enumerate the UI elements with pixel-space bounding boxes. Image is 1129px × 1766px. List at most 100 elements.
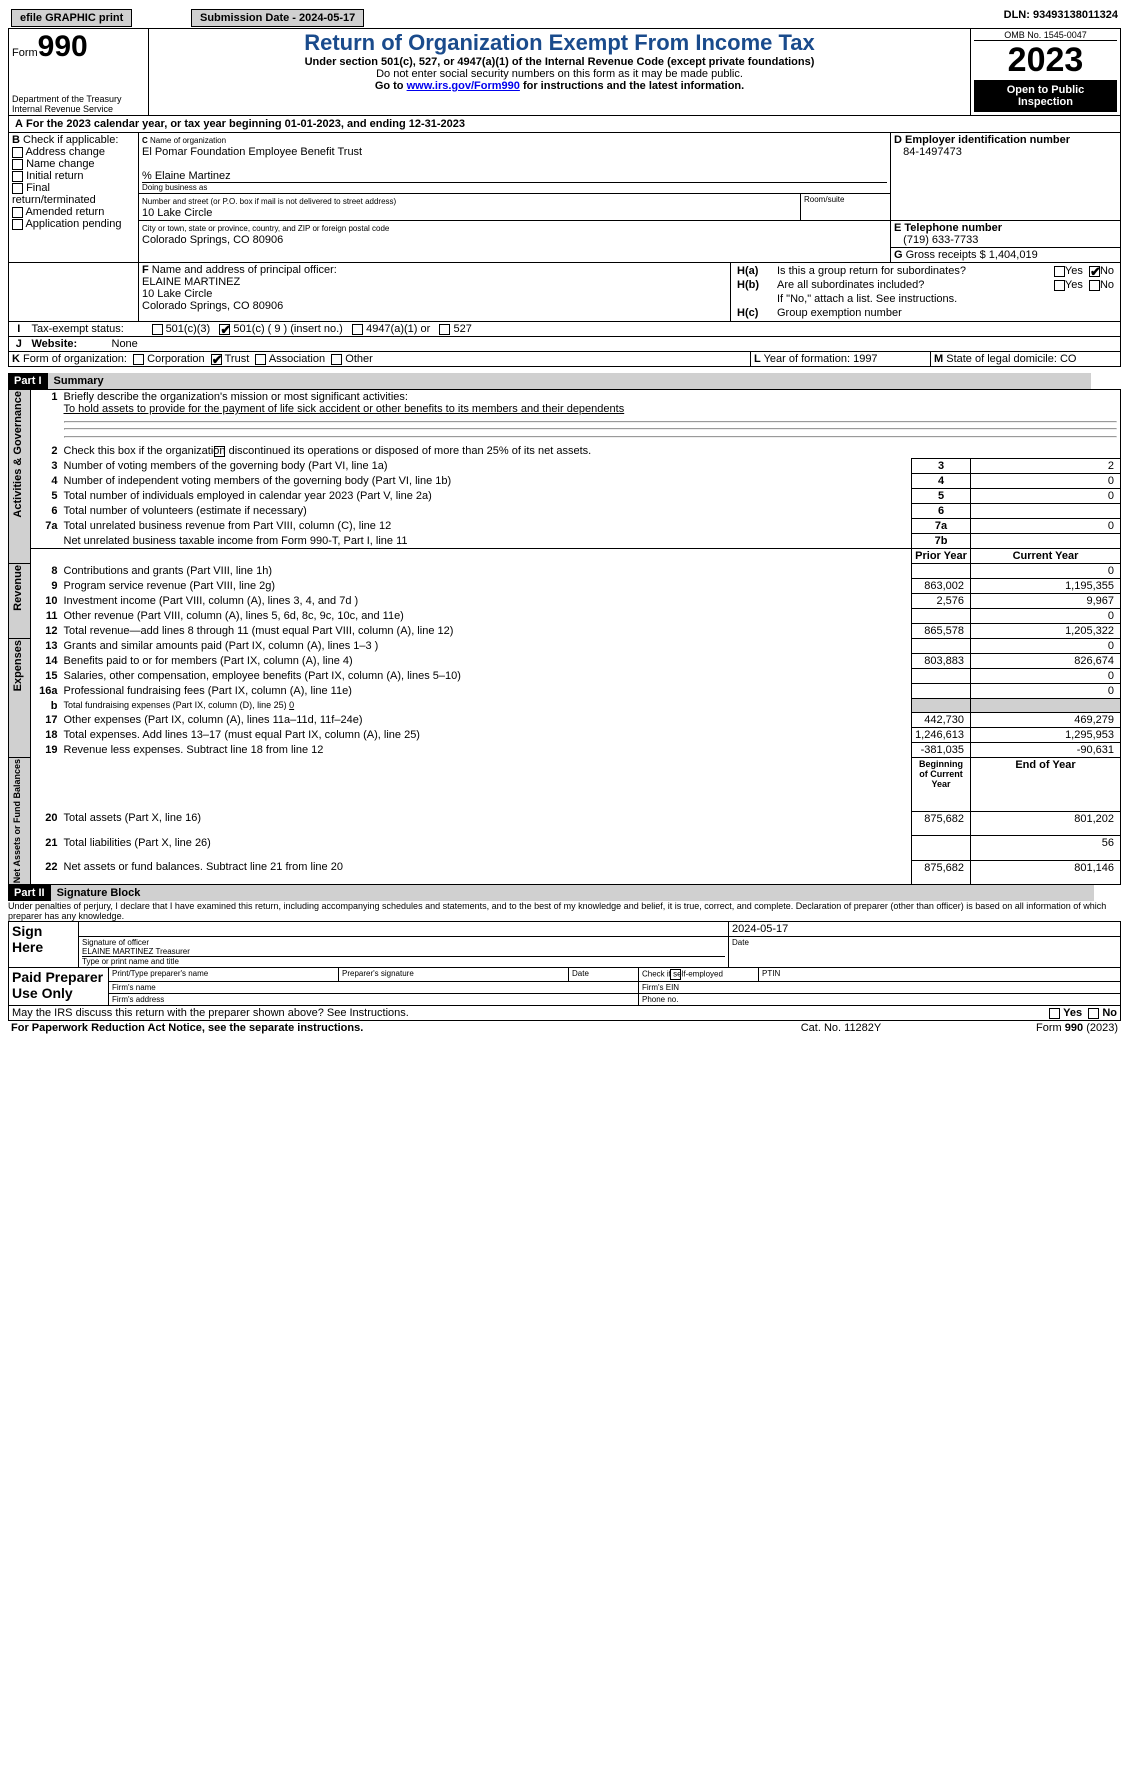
year-formation: 1997: [853, 353, 877, 365]
ha-label: Is this a group return for subordinates?: [774, 264, 1007, 278]
goto-pre: Go to: [375, 80, 407, 92]
val-8p: [912, 564, 971, 579]
cb-501c[interactable]: [219, 324, 230, 335]
cb-527[interactable]: [439, 324, 450, 335]
val-10c: 9,967: [971, 594, 1121, 609]
d-label: Employer identification number: [905, 134, 1070, 146]
cb-discuss-no[interactable]: [1088, 1008, 1099, 1019]
cb-corp[interactable]: [133, 354, 144, 365]
cb-other[interactable]: [331, 354, 342, 365]
side-revenue: Revenue: [12, 565, 24, 611]
irs-link[interactable]: www.irs.gov/Form990: [407, 80, 520, 92]
signature-block: Sign Here 2024-05-17 Signature of office…: [8, 921, 1121, 968]
hb-note: If "No," attach a list. See instructions…: [774, 292, 1117, 306]
val-11p: [912, 609, 971, 624]
val-22p: 875,682: [912, 860, 971, 884]
ha-no[interactable]: [1089, 266, 1100, 277]
identity-block: B Check if applicable: Address change Na…: [8, 132, 1121, 263]
i-label: Tax-exempt status:: [29, 322, 149, 337]
hb-yes[interactable]: [1054, 280, 1065, 291]
val-4: 0: [971, 474, 1121, 489]
efile-button[interactable]: efile GRAPHIC print: [11, 9, 132, 27]
line-klm: K Form of organization: Corporation Trus…: [8, 352, 1121, 367]
street-label: Number and street (or P.O. box if mail i…: [142, 197, 396, 206]
line-j: J Website: None: [8, 337, 1121, 352]
val-14c: 826,674: [971, 654, 1121, 669]
side-governance: Activities & Governance: [12, 391, 24, 518]
officer-street: 10 Lake Circle: [142, 288, 212, 300]
cb-discontinued[interactable]: [214, 446, 225, 457]
val-16b: 0: [289, 700, 294, 710]
val-14p: 803,883: [912, 654, 971, 669]
phone-value: (719) 633-7733: [903, 234, 978, 246]
checkbox-name-change[interactable]: [12, 159, 23, 170]
val-17p: 442,730: [912, 713, 971, 728]
checkbox-amended-return[interactable]: [12, 207, 23, 218]
ssn-note: Do not enter social security numbers on …: [152, 68, 967, 80]
perjury-declaration: Under penalties of perjury, I declare th…: [8, 901, 1121, 921]
form-title: Return of Organization Exempt From Incom…: [152, 30, 967, 56]
sign-here-label: Sign Here: [9, 922, 79, 968]
val-18c: 1,295,953: [971, 728, 1121, 743]
ein-value: 84-1497473: [903, 146, 962, 158]
val-5: 0: [971, 489, 1121, 504]
val-19c: -90,631: [971, 743, 1121, 758]
part1-header: Part ISummary: [8, 373, 1121, 389]
may-discuss-row: May the IRS discuss this return with the…: [8, 1006, 1121, 1021]
part1-table: Activities & Governance 1 Briefly descri…: [8, 389, 1121, 885]
c-name-label: Name of organization: [150, 136, 226, 145]
ha-yes[interactable]: [1054, 266, 1065, 277]
paid-preparer-label: Paid Preparer Use Only: [9, 968, 109, 1006]
cb-4947[interactable]: [352, 324, 363, 335]
page-footer: For Paperwork Reduction Act Notice, see …: [8, 1021, 1121, 1035]
hb-no[interactable]: [1089, 280, 1100, 291]
care-of: % Elaine Martinez: [142, 170, 231, 182]
checkbox-application-pending[interactable]: [12, 219, 23, 230]
footer-form: 990: [1065, 1022, 1083, 1034]
website-value: None: [109, 337, 1121, 352]
checkbox-final-return[interactable]: [12, 183, 23, 194]
dba-label: Doing business as: [142, 182, 887, 192]
val-11c: 0: [971, 609, 1121, 624]
open-public: Open to Public Inspection: [974, 80, 1117, 112]
l1-label: Briefly describe the organization's miss…: [64, 391, 408, 403]
cat-no: Cat. No. 11282Y: [741, 1021, 941, 1035]
val-20p: 875,682: [912, 811, 971, 835]
form-header: Form990 Department of the Treasury Inter…: [8, 28, 1121, 116]
val-3: 2: [971, 459, 1121, 474]
val-17c: 469,279: [971, 713, 1121, 728]
val-16ac: 0: [971, 684, 1121, 699]
checkbox-address-change[interactable]: [12, 147, 23, 158]
paid-preparer-block: Paid Preparer Use Only Print/Type prepar…: [8, 968, 1121, 1006]
val-8c: 0: [971, 564, 1121, 579]
val-13c: 0: [971, 639, 1121, 654]
f-h-block: F Name and address of principal officer:…: [8, 263, 1121, 322]
val-21p: [912, 836, 971, 860]
val-7b: [971, 534, 1121, 549]
officer-sig-name: ELAINE MARTINEZ Treasurer: [82, 947, 190, 956]
side-netassets: Net Assets or Fund Balances: [12, 759, 22, 883]
room-label: Room/suite: [801, 194, 891, 221]
checkbox-initial-return[interactable]: [12, 171, 23, 182]
gross-receipts: 1,404,019: [989, 249, 1038, 261]
goto-post: for instructions and the latest informat…: [520, 80, 744, 92]
val-12p: 865,578: [912, 624, 971, 639]
officer-city: Colorado Springs, CO 80906: [142, 300, 283, 312]
form-number: 990: [38, 30, 88, 63]
val-12c: 1,205,322: [971, 624, 1121, 639]
val-6: [971, 504, 1121, 519]
sig-date: 2024-05-17: [729, 922, 1121, 937]
dln-label: DLN:: [1004, 9, 1033, 21]
val-18p: 1,246,613: [912, 728, 971, 743]
cb-discuss-yes[interactable]: [1049, 1008, 1060, 1019]
cb-assoc[interactable]: [255, 354, 266, 365]
cb-trust[interactable]: [211, 354, 222, 365]
line-a: A For the 2023 calendar year, or tax yea…: [8, 116, 1121, 132]
f-label: Name and address of principal officer:: [152, 264, 337, 276]
e-label: Telephone number: [904, 222, 1002, 234]
omb-number: OMB No. 1545-0047: [974, 30, 1117, 41]
dln-value: 93493138011324: [1033, 9, 1118, 21]
cb-501c3[interactable]: [152, 324, 163, 335]
cb-self-employed[interactable]: [670, 969, 681, 980]
mission-text: To hold assets to provide for the paymen…: [64, 403, 625, 415]
